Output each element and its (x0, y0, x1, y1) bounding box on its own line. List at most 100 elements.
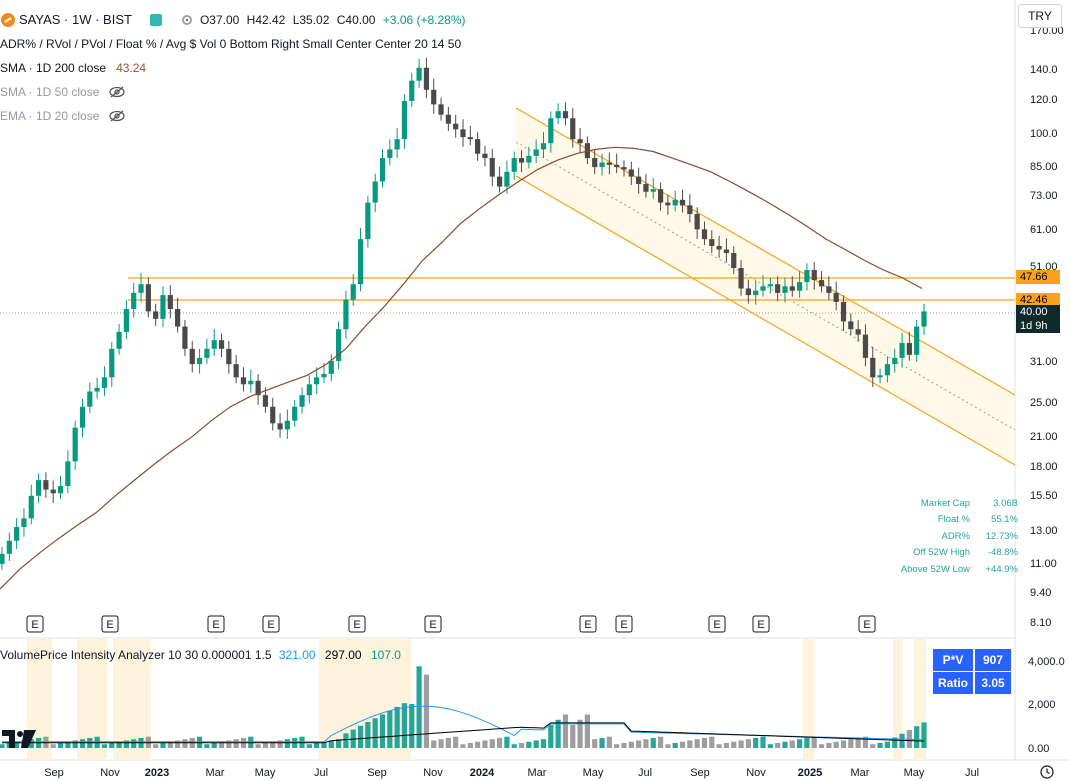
candle-body[interactable] (372, 181, 378, 203)
candle-body[interactable] (643, 184, 649, 192)
channel-upper-line[interactable] (515, 107, 1016, 396)
candle-body[interactable] (731, 253, 737, 269)
candle-body[interactable] (694, 214, 700, 230)
volume-indicator-legend[interactable]: VolumePrice Intensity Analyzer 10 30 0.0… (0, 648, 401, 662)
candle-body[interactable] (438, 104, 444, 115)
candle-body[interactable] (248, 380, 254, 385)
candle-body[interactable] (657, 189, 664, 203)
candle-body[interactable] (855, 329, 861, 335)
candle-body[interactable] (306, 384, 312, 396)
candle-body[interactable] (899, 343, 905, 358)
candle-body[interactable] (701, 229, 708, 240)
candle-body[interactable] (636, 176, 642, 185)
earnings-marker[interactable] (348, 615, 366, 633)
candle-body[interactable] (28, 495, 34, 519)
candle-body[interactable] (811, 269, 817, 281)
channel-lower-line[interactable] (515, 175, 1016, 466)
candle-body[interactable] (884, 364, 891, 376)
candle-body[interactable] (357, 239, 364, 285)
ema20-legend-row[interactable]: EMA · 1D 20 close (0, 104, 470, 128)
candle-body[interactable] (870, 357, 876, 378)
candle-body[interactable] (504, 171, 510, 187)
candle-body[interactable] (789, 286, 795, 291)
candle-body[interactable] (672, 199, 678, 206)
earnings-marker[interactable] (708, 615, 726, 633)
earnings-marker[interactable] (424, 615, 442, 633)
symbol-color-chip[interactable] (149, 14, 162, 26)
candle-body[interactable] (57, 485, 64, 494)
candle-body[interactable] (460, 129, 466, 138)
candle-body[interactable] (160, 295, 166, 319)
indicator-legend-row[interactable]: ADR% / RVol / PVol / Float % / Avg $ Vol… (0, 32, 470, 56)
candle-body[interactable] (167, 295, 173, 309)
candle-body[interactable] (540, 143, 547, 150)
earnings-marker[interactable] (26, 615, 44, 633)
sma200-legend-row[interactable]: SMA · 1D 200 close 43.24 (0, 56, 470, 80)
candle-body[interactable] (760, 286, 766, 291)
candle-body[interactable] (226, 348, 232, 365)
candle-body[interactable] (848, 321, 854, 330)
candle-body[interactable] (277, 423, 283, 430)
candle-body[interactable] (255, 380, 261, 396)
candle-body[interactable] (621, 167, 627, 170)
candle-body[interactable] (562, 111, 569, 119)
candle-body[interactable] (350, 284, 356, 300)
candle-body[interactable] (116, 331, 122, 349)
candle-body[interactable] (72, 427, 78, 462)
candle-body[interactable] (906, 343, 912, 355)
timezone-clock-icon[interactable] (1040, 765, 1054, 779)
candle-body[interactable] (716, 245, 722, 250)
candle-body[interactable] (365, 202, 371, 240)
candle-body[interactable] (336, 329, 342, 361)
candle-body[interactable] (555, 111, 561, 119)
candle-body[interactable] (548, 118, 554, 144)
tradingview-logo-icon[interactable] (2, 730, 36, 748)
candle-body[interactable] (533, 149, 539, 156)
candle-body[interactable] (43, 480, 49, 490)
candle-body[interactable] (526, 155, 532, 163)
earnings-marker[interactable] (752, 615, 770, 633)
candle-body[interactable] (94, 387, 100, 392)
candle-body[interactable] (299, 395, 305, 407)
candle-body[interactable] (570, 118, 576, 140)
candle-body[interactable] (204, 348, 210, 358)
candle-body[interactable] (314, 377, 320, 385)
candle-body[interactable] (921, 311, 927, 327)
candle-body[interactable] (65, 461, 71, 486)
candle-body[interactable] (240, 377, 247, 385)
candle-body[interactable] (782, 286, 788, 293)
candle-body[interactable] (628, 169, 634, 177)
candle-body[interactable] (475, 139, 481, 154)
candle-body[interactable] (14, 527, 20, 541)
candle-body[interactable] (775, 284, 781, 293)
symbol-title[interactable]: SAYAS · 1W · BIST (19, 12, 132, 27)
earnings-marker[interactable] (579, 615, 597, 633)
candle-body[interactable] (401, 101, 408, 140)
candle-body[interactable] (379, 158, 386, 182)
candle-body[interactable] (175, 308, 181, 327)
candle-body[interactable] (211, 340, 217, 349)
candle-body[interactable] (50, 489, 56, 494)
candle-body[interactable] (445, 114, 451, 124)
candle-body[interactable] (189, 348, 195, 365)
hidden-eye-icon[interactable] (109, 86, 126, 98)
candle-body[interactable] (833, 292, 839, 302)
candle-body[interactable] (328, 360, 334, 374)
candle-body[interactable] (387, 149, 393, 159)
candle-body[interactable] (877, 375, 883, 378)
earnings-marker[interactable] (207, 615, 225, 633)
candle-body[interactable] (423, 67, 430, 90)
candle-body[interactable] (496, 176, 503, 187)
candle-body[interactable] (599, 162, 605, 168)
candle-body[interactable] (709, 239, 715, 246)
candle-body[interactable] (292, 406, 298, 421)
candle-body[interactable] (818, 280, 825, 287)
candle-body[interactable] (233, 364, 239, 378)
candle-body[interactable] (862, 334, 869, 358)
candle-body[interactable] (606, 162, 612, 165)
candle-body[interactable] (284, 420, 290, 430)
candle-body[interactable] (138, 284, 144, 293)
candle-body[interactable] (511, 158, 517, 172)
candle-body[interactable] (804, 269, 810, 283)
